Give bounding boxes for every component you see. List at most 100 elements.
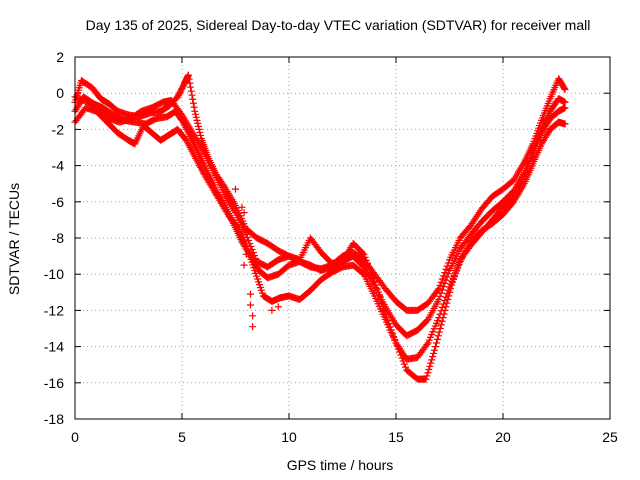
data-point <box>363 259 371 267</box>
data-point <box>189 99 197 107</box>
data-point <box>246 290 254 298</box>
data-point <box>375 292 383 300</box>
data-point <box>185 75 193 83</box>
data-point <box>422 375 430 383</box>
data-point <box>190 103 198 111</box>
data-point <box>561 120 569 128</box>
data-point <box>248 245 256 253</box>
data-point <box>195 125 203 133</box>
data-point <box>442 303 450 311</box>
x-tick-label: 15 <box>388 429 404 445</box>
x-tick-label: 20 <box>495 429 511 445</box>
data-point <box>423 341 431 349</box>
data-point <box>385 320 393 328</box>
y-tick-label: -16 <box>44 375 64 391</box>
data-point <box>362 256 370 264</box>
data-point <box>437 321 445 329</box>
data-point <box>194 119 202 127</box>
data-point <box>436 325 444 332</box>
data-point <box>390 333 398 341</box>
y-tick-label: -12 <box>44 302 64 318</box>
data-point <box>446 288 454 296</box>
data-point <box>560 84 568 92</box>
y-tick-label: -8 <box>52 230 65 246</box>
data-point <box>392 339 400 347</box>
data-point <box>430 349 438 357</box>
data-point <box>431 346 439 354</box>
data-point <box>440 272 448 280</box>
data-point <box>240 209 248 217</box>
data-point <box>245 236 253 244</box>
data-point <box>438 286 446 294</box>
data-point <box>399 357 407 365</box>
data-point <box>249 323 257 331</box>
data-point <box>561 86 569 94</box>
data-point <box>400 360 408 368</box>
data-point <box>436 281 444 289</box>
data-point <box>387 326 395 334</box>
data-point <box>194 122 202 130</box>
x-tick-label: 25 <box>602 429 618 445</box>
y-tick-label: -2 <box>52 121 65 137</box>
data-point <box>192 113 200 121</box>
data-point <box>187 83 195 91</box>
data-point <box>425 366 433 374</box>
data-point <box>427 359 435 367</box>
y-axis-label: SDTVAR / TECUs <box>6 183 22 295</box>
x-tick-label: 10 <box>281 429 297 445</box>
data-point <box>192 110 200 118</box>
data-point <box>437 289 445 297</box>
data-point <box>274 303 282 311</box>
data-point <box>388 329 396 337</box>
y-tick-labels: 2 0 -2 -4 -6 -8 -10 -12 -14 -16 -18 <box>44 49 64 427</box>
series-track-4 <box>71 93 569 383</box>
y-tick-label: -18 <box>44 411 64 427</box>
data-point <box>398 354 406 362</box>
y-tick-label: -4 <box>52 158 65 174</box>
data-point <box>561 104 569 112</box>
data-point <box>369 274 377 282</box>
y-tick-label: 2 <box>56 49 64 65</box>
data-point <box>440 310 448 318</box>
data-point <box>177 109 185 117</box>
data-point <box>435 328 443 336</box>
data-point <box>249 248 257 256</box>
data-point <box>442 265 450 273</box>
data-point <box>360 250 368 258</box>
data-point <box>242 250 250 258</box>
data-point <box>426 362 434 370</box>
data-point <box>434 332 442 340</box>
data-point <box>359 249 367 257</box>
data-point <box>252 255 260 263</box>
data-point <box>444 296 452 304</box>
data-point <box>238 203 246 211</box>
data-point <box>440 283 448 291</box>
data-point <box>191 107 199 115</box>
data-point <box>196 128 204 136</box>
data-point <box>243 233 251 241</box>
data-point <box>431 343 439 351</box>
data-point <box>428 356 436 364</box>
data-point <box>436 292 444 300</box>
data-point <box>242 230 250 238</box>
y-tick-label: -10 <box>44 266 64 282</box>
plot-frame <box>74 56 611 420</box>
data-point <box>367 268 375 276</box>
x-tick-label: 0 <box>71 429 79 445</box>
data-point <box>189 95 197 103</box>
series-outliers <box>232 185 282 331</box>
data-point <box>424 369 432 377</box>
data-point <box>377 296 385 304</box>
data-point <box>187 87 195 95</box>
data-point <box>396 348 404 356</box>
data-point <box>443 273 451 281</box>
data-point <box>441 306 449 314</box>
data-point <box>372 281 380 289</box>
data-point <box>366 265 374 273</box>
data-point <box>373 285 381 293</box>
data-point <box>186 79 194 87</box>
data-point <box>397 351 405 359</box>
data-point <box>394 345 402 353</box>
data-point <box>188 91 196 99</box>
data-point <box>365 262 373 270</box>
